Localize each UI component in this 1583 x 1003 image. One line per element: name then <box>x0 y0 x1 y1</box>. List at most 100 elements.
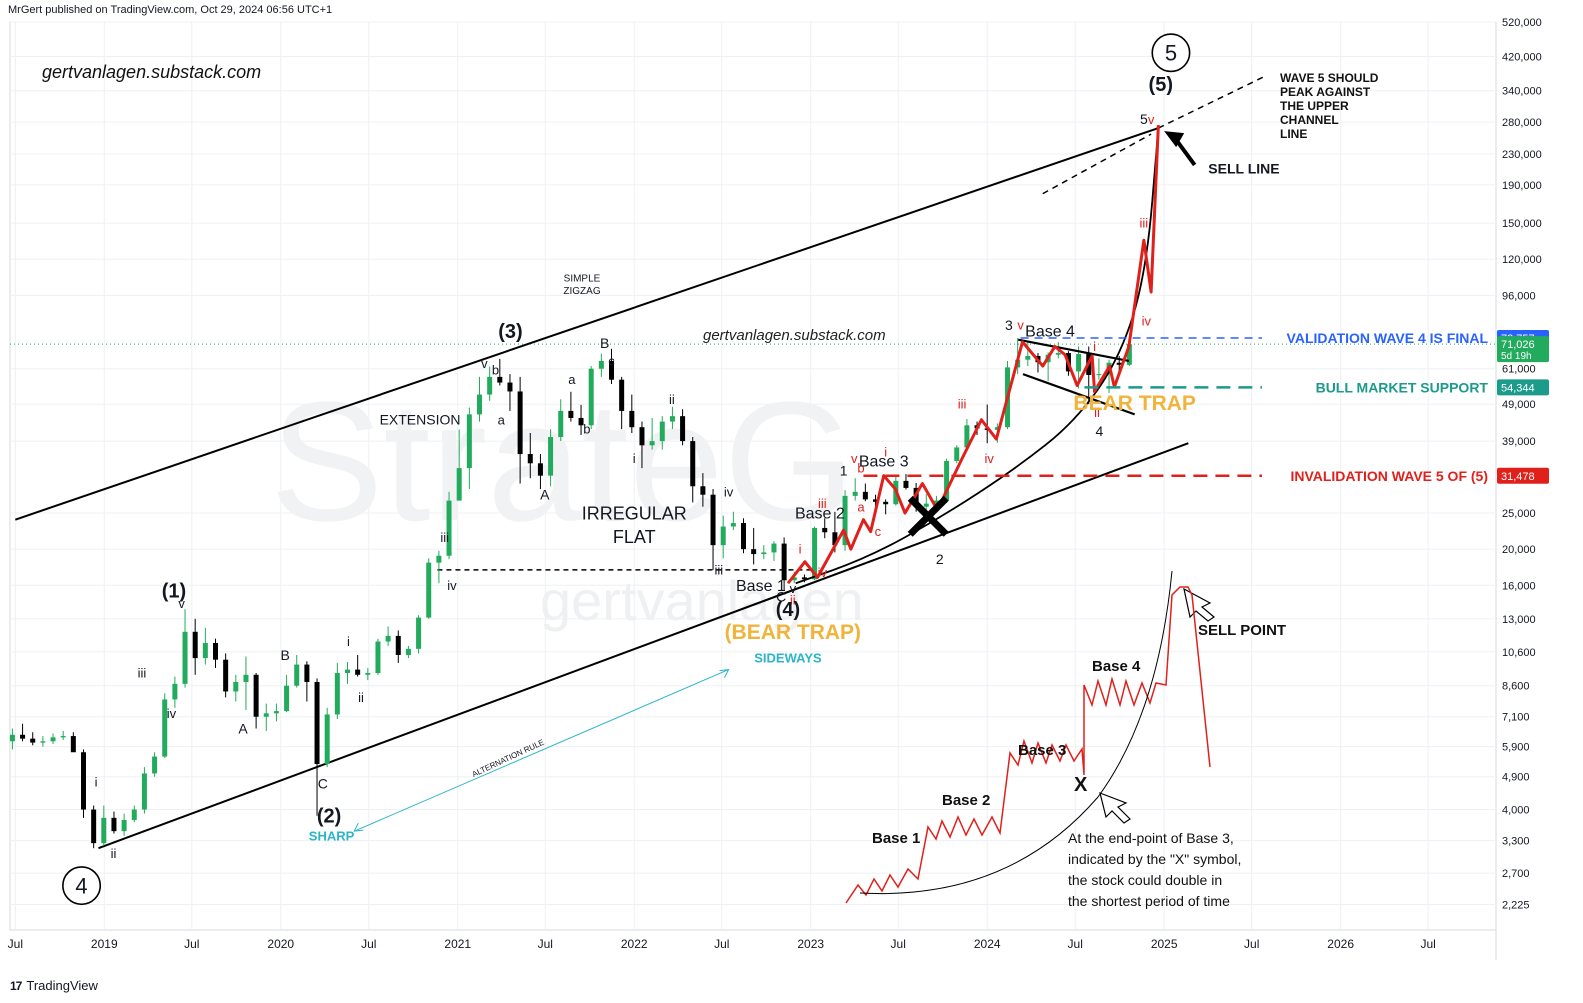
site-watermark-center: gertvanlagen.substack.com <box>703 327 886 344</box>
candle-body <box>1076 354 1082 372</box>
wave-label: (3) <box>498 321 522 343</box>
watermark-gertvanlagen: gertvanlagen <box>540 569 864 632</box>
wave-label: ii <box>790 593 796 608</box>
candle-body <box>700 486 706 495</box>
candle-body <box>20 734 26 739</box>
candle-body <box>619 379 625 411</box>
candle-body <box>426 562 432 618</box>
arrowhead-icon <box>1164 131 1185 148</box>
candle-body <box>182 631 188 684</box>
wave-label: b <box>857 461 864 476</box>
level-label: BULL MARKET SUPPORT <box>1316 379 1489 395</box>
wave-label: c <box>875 524 882 539</box>
wave-label: iii <box>440 530 449 545</box>
y-tick-label: 420,000 <box>1502 52 1542 64</box>
inset-price-path <box>845 586 1211 904</box>
candle-body <box>791 577 797 581</box>
wave-label: BEAR TRAP <box>1073 392 1196 415</box>
arrowhead-icon <box>719 668 730 678</box>
candle-body <box>1055 353 1061 355</box>
tradingview-logo-icon: 17 <box>10 978 22 993</box>
candle-body <box>1096 374 1102 376</box>
wave-label: A <box>540 487 550 503</box>
note-line: THE UPPER <box>1280 99 1349 113</box>
inset-curve <box>859 570 1173 895</box>
candle-body <box>944 460 950 501</box>
candle-body <box>1116 362 1122 365</box>
y-tick-label: 61,000 <box>1502 364 1536 376</box>
candle-body <box>751 549 757 555</box>
candle-body <box>720 526 726 546</box>
y-tick-label: 4,900 <box>1502 772 1530 784</box>
site-watermark: gertvanlagen.substack.com <box>42 62 261 82</box>
channel-upper-dashed <box>1158 76 1264 129</box>
candle-body <box>314 681 320 765</box>
tradingview-footer[interactable]: 17 TradingView <box>10 978 98 993</box>
candle-body <box>690 441 696 487</box>
wave-label: 5 <box>1165 40 1177 65</box>
candle-body <box>497 376 503 383</box>
candle-body <box>659 421 665 442</box>
candle-body <box>263 713 269 717</box>
wave-label: ii <box>1094 405 1100 420</box>
y-tick-label: 340,000 <box>1502 86 1542 98</box>
y-tick-label: 10,600 <box>1502 647 1536 659</box>
y-tick-label: 8,600 <box>1502 681 1530 693</box>
candle-body <box>70 736 76 753</box>
wave-label: i <box>633 451 636 466</box>
wave-label: A <box>238 720 248 736</box>
wave-label: v <box>790 581 797 596</box>
wave-label: 4 <box>1095 423 1103 439</box>
wave-label: iv <box>818 565 828 580</box>
price-tag-label: 31,478 <box>1501 471 1535 483</box>
y-tick-label: 25,000 <box>1502 508 1536 520</box>
candle-body <box>913 487 919 507</box>
wave-label: iii <box>715 562 724 577</box>
candle-body <box>172 683 178 700</box>
wave-label: 1 <box>840 462 848 478</box>
x-tick-label: Jul <box>891 937 906 951</box>
wave-label: (4) <box>776 599 800 621</box>
level-label: INVALIDATION WAVE 5 OF (5) <box>1290 468 1488 484</box>
candle-body <box>101 817 107 844</box>
candle-body <box>466 414 472 469</box>
candle-body <box>862 491 868 500</box>
x-tick-label: Jul <box>714 937 729 951</box>
channel-upper-line <box>14 127 1159 521</box>
candle-body <box>416 617 422 649</box>
candle-body <box>436 555 442 563</box>
x-tick-label: 2024 <box>974 937 1001 951</box>
candle-body <box>507 382 513 392</box>
candle-body <box>456 468 462 501</box>
candle-body <box>223 659 229 692</box>
wave-label: iv <box>724 484 734 499</box>
candle-body <box>680 416 686 442</box>
note-line: PEAK AGAINST <box>1280 85 1371 99</box>
candle-body <box>903 480 909 488</box>
x-tick-label: 2023 <box>797 937 824 951</box>
candle-body <box>233 681 239 692</box>
candle-body <box>832 532 838 546</box>
candle-body <box>131 809 137 820</box>
candle-body <box>741 523 747 550</box>
watermark-strateg: StrateG <box>270 367 856 557</box>
wave-label: b <box>583 422 590 437</box>
elliott-wave-path <box>786 125 1160 585</box>
wave-label: (BEAR TRAP) <box>725 621 862 644</box>
inset-caption-line: At the end-point of Base 3, <box>1068 830 1234 846</box>
wave-label: i <box>884 444 887 459</box>
candle-body <box>202 642 208 659</box>
wave-label: iii <box>1140 216 1149 231</box>
candle-body <box>883 501 889 505</box>
wave-label: FLAT <box>613 527 656 547</box>
candle-body <box>761 552 767 555</box>
candle-body <box>212 642 218 660</box>
wave-label: 2 <box>936 551 944 567</box>
inset-caption-line: the shortest period of time <box>1068 893 1230 909</box>
y-tick-label: 16,000 <box>1502 580 1536 592</box>
note-line: WAVE 5 SHOULD <box>1280 71 1379 85</box>
wave-label: (1) <box>162 580 186 602</box>
wave-label: a <box>498 412 506 427</box>
x-tick-label: Jul <box>1244 937 1259 951</box>
